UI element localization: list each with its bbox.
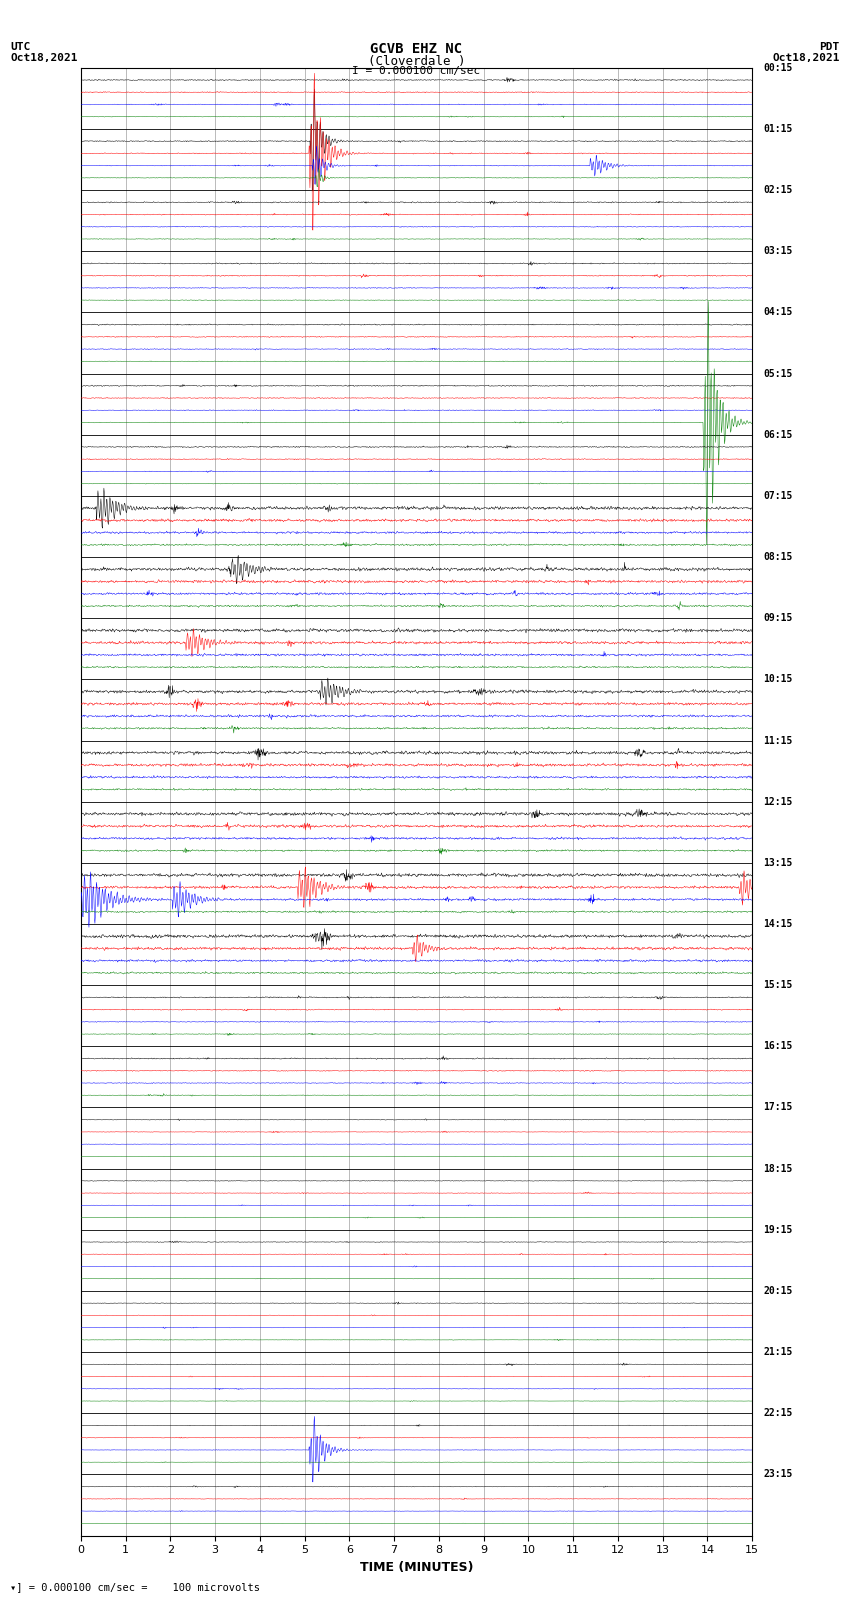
Text: 09:15: 09:15 bbox=[763, 613, 793, 623]
Text: 02:15: 02:15 bbox=[763, 185, 793, 195]
X-axis label: TIME (MINUTES): TIME (MINUTES) bbox=[360, 1561, 473, 1574]
Text: 08:15: 08:15 bbox=[763, 552, 793, 561]
Text: 13:15: 13:15 bbox=[763, 858, 793, 868]
Text: GCVB EHZ NC: GCVB EHZ NC bbox=[371, 42, 462, 56]
Text: 01:15: 01:15 bbox=[763, 124, 793, 134]
Text: ▾] = 0.000100 cm/sec =    100 microvolts: ▾] = 0.000100 cm/sec = 100 microvolts bbox=[10, 1582, 260, 1592]
Text: (Cloverdale ): (Cloverdale ) bbox=[368, 55, 465, 68]
Text: 10:15: 10:15 bbox=[763, 674, 793, 684]
Text: 16:15: 16:15 bbox=[763, 1042, 793, 1052]
Text: 04:15: 04:15 bbox=[763, 308, 793, 318]
Text: PDT: PDT bbox=[819, 42, 840, 52]
Text: 20:15: 20:15 bbox=[763, 1286, 793, 1295]
Text: I = 0.000100 cm/sec: I = 0.000100 cm/sec bbox=[353, 66, 480, 76]
Text: 21:15: 21:15 bbox=[763, 1347, 793, 1357]
Text: 07:15: 07:15 bbox=[763, 490, 793, 502]
Text: 05:15: 05:15 bbox=[763, 368, 793, 379]
Text: 12:15: 12:15 bbox=[763, 797, 793, 806]
Text: 19:15: 19:15 bbox=[763, 1224, 793, 1236]
Text: 03:15: 03:15 bbox=[763, 247, 793, 256]
Text: 14:15: 14:15 bbox=[763, 919, 793, 929]
Text: 06:15: 06:15 bbox=[763, 429, 793, 440]
Text: 17:15: 17:15 bbox=[763, 1102, 793, 1113]
Text: Oct18,2021: Oct18,2021 bbox=[773, 53, 840, 63]
Text: 23:15: 23:15 bbox=[763, 1469, 793, 1479]
Text: 15:15: 15:15 bbox=[763, 981, 793, 990]
Text: 11:15: 11:15 bbox=[763, 736, 793, 745]
Text: 00:15: 00:15 bbox=[763, 63, 793, 73]
Text: 22:15: 22:15 bbox=[763, 1408, 793, 1418]
Text: UTC: UTC bbox=[10, 42, 31, 52]
Text: Oct18,2021: Oct18,2021 bbox=[10, 53, 77, 63]
Text: 18:15: 18:15 bbox=[763, 1163, 793, 1174]
